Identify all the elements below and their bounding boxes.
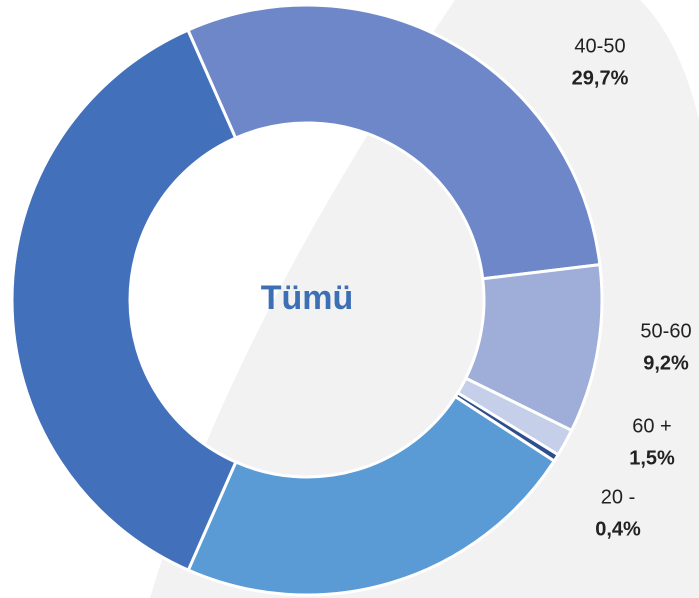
- category-label: 50-60: [640, 320, 691, 342]
- category-label: 60 +: [632, 415, 671, 437]
- value-label: 9,2%: [643, 352, 689, 374]
- center-label: Tümü: [261, 279, 354, 317]
- category-label: 40-50: [574, 35, 625, 57]
- donut-segment: [10, 28, 238, 573]
- value-label: 29,7%: [572, 67, 629, 89]
- donut-segment: [185, 3, 602, 281]
- category-label: 20 -: [601, 486, 635, 508]
- value-label: 0,4%: [595, 518, 641, 540]
- value-label: 1,5%: [629, 447, 675, 469]
- donut-segment: [186, 394, 557, 597]
